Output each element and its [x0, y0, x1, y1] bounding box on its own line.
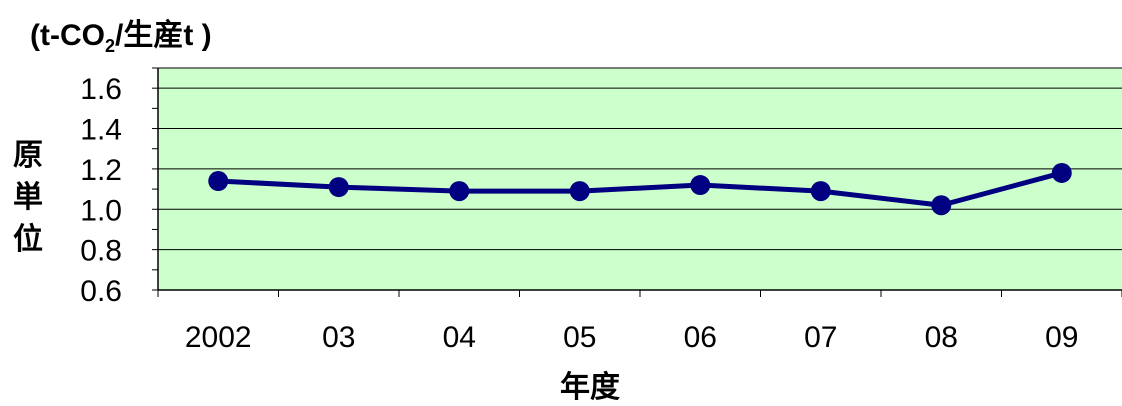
unit-suffix: /生産t ) — [115, 19, 212, 52]
data-point-3 — [569, 181, 590, 202]
unit-prefix: (t-CO — [30, 19, 105, 52]
y-axis-label-char-3: 位 — [13, 222, 43, 257]
y-tick-label-0: 0.6 — [80, 275, 122, 308]
y-tick-label-5: 1.6 — [80, 73, 122, 106]
y-tick-label-3: 1.2 — [80, 154, 122, 187]
data-point-0 — [208, 171, 229, 192]
y-axis-label-char-1: 原 — [13, 138, 43, 173]
x-tick-label-4: 06 — [684, 321, 717, 354]
x-tick-label-1: 03 — [322, 321, 355, 354]
data-point-1 — [328, 177, 349, 198]
x-tick-label-2: 04 — [443, 321, 476, 354]
y-tick-label-4: 1.4 — [80, 114, 122, 147]
x-tick-label-5: 07 — [804, 321, 837, 354]
x-tick-label-0: 2002 — [185, 321, 252, 354]
data-point-2 — [449, 181, 470, 202]
data-point-7 — [1051, 162, 1072, 183]
data-point-6 — [931, 195, 952, 216]
y-tick-label-2: 1.0 — [80, 194, 122, 227]
series-line-0 — [218, 170, 1063, 208]
unit-label: (t-CO2/生産t ) — [30, 10, 212, 57]
x-tick-label-6: 08 — [925, 321, 958, 354]
y-axis-label-char-2: 単 — [13, 180, 43, 215]
plot-area — [158, 68, 1122, 290]
y-tick-label-1: 0.8 — [80, 235, 122, 268]
y-axis-label: 原 単 位 — [10, 135, 46, 261]
x-tick-label-3: 05 — [563, 321, 596, 354]
x-tick-label-7: 09 — [1045, 321, 1078, 354]
unit-subscript: 2 — [104, 36, 115, 56]
x-axis-label: 年度 — [560, 370, 620, 405]
data-point-5 — [810, 181, 831, 202]
data-point-4 — [690, 175, 711, 196]
